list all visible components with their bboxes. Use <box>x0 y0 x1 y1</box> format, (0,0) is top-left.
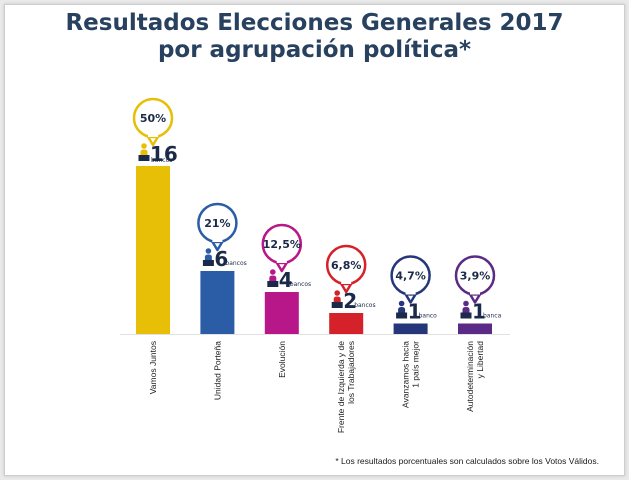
seat-count-label: 6 <box>214 247 228 271</box>
category-label: Avanzamos hacia <box>401 341 411 408</box>
bubble-joint <box>276 259 287 263</box>
percent-label: 3,9% <box>460 270 491 283</box>
bar <box>329 313 364 334</box>
percent-label: 21% <box>204 217 230 230</box>
bar <box>393 323 428 334</box>
icon-head <box>270 269 276 275</box>
category-label: Vamos Juntos <box>148 341 158 394</box>
bubble-joint <box>148 133 158 137</box>
icon-podium <box>396 312 408 319</box>
percent-label: 4,7% <box>395 270 426 283</box>
category-label: y Libertad <box>475 341 485 379</box>
bar <box>136 166 170 334</box>
bubble-joint <box>470 290 480 295</box>
person-podium-icon <box>331 290 343 308</box>
percent-label: 6,8% <box>331 259 362 272</box>
bubble-joint <box>341 280 352 284</box>
seat-unit-label: bancos <box>225 260 246 267</box>
icon-podium <box>331 302 343 308</box>
category-label: Frente de Izquierda y de <box>336 341 346 433</box>
icon-podium <box>267 281 279 287</box>
person-podium-icon <box>202 248 214 266</box>
icon-podium <box>460 312 472 319</box>
seat-unit-label: banca <box>483 313 502 320</box>
person-podium-icon <box>267 269 279 287</box>
bubble-joint <box>212 238 223 242</box>
seat-count-label: 2 <box>343 289 357 313</box>
category-label: Autodeterminación <box>465 341 475 412</box>
seat-unit-label: banco <box>419 313 438 320</box>
percent-label: 12,5% <box>263 238 301 251</box>
category-label: Evolución <box>277 341 287 378</box>
icon-head <box>334 290 340 296</box>
seat-count-label: 16 <box>150 142 178 166</box>
category-label: los Trabajadores <box>346 341 356 404</box>
category-label: 1 país mejor <box>411 341 421 388</box>
chart-title-line-1: Resultados Elecciones Generales 2017 <box>65 10 564 36</box>
chart-title-line-2: por agrupación política* <box>157 37 472 63</box>
seat-unit-label: bancos <box>151 157 172 164</box>
bar <box>458 323 492 334</box>
bar <box>264 292 299 334</box>
icon-head <box>398 300 405 307</box>
bar <box>200 271 235 334</box>
footnote: * Los resultados porcentuales son calcul… <box>335 456 599 466</box>
chart-frame <box>4 4 625 476</box>
icon-head <box>141 143 147 149</box>
icon-podium <box>202 260 214 266</box>
icon-head <box>463 300 469 307</box>
seat-unit-label: bancos <box>354 302 375 309</box>
seat-unit-label: bancos <box>290 281 311 288</box>
chart-title: Resultados Elecciones Generales 2017 por… <box>0 10 629 64</box>
category-label: Unidad Porteña <box>212 341 222 400</box>
person-podium-icon <box>138 143 150 161</box>
icon-podium <box>138 155 150 161</box>
percent-label: 50% <box>140 112 166 125</box>
person-podium-icon <box>396 300 408 319</box>
seat-count-label: 1 <box>472 300 486 324</box>
person-podium-icon <box>460 300 472 319</box>
bubble-joint <box>405 290 416 295</box>
seat-count-label: 1 <box>408 300 422 324</box>
icon-head <box>205 248 212 254</box>
seat-count-label: 4 <box>279 268 293 292</box>
